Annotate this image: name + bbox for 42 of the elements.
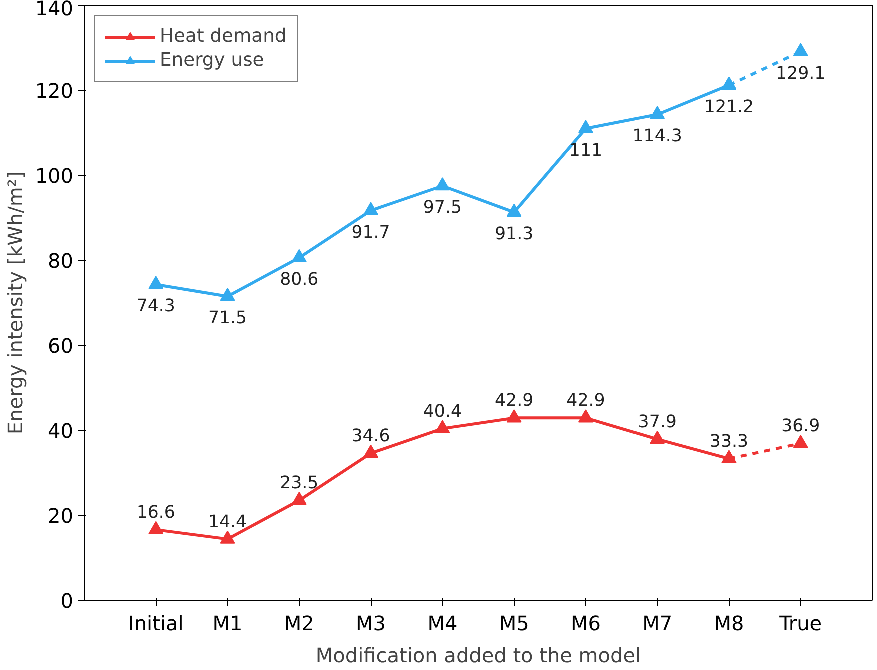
y-tick-label: 20	[48, 504, 74, 528]
data-label: 71.5	[208, 308, 248, 329]
x-tick-label: M6	[570, 612, 601, 636]
y-tick-label: 0	[60, 589, 74, 613]
data-label: 33.3	[710, 432, 749, 452]
data-label: 14.4	[208, 512, 248, 532]
data-label: 111	[569, 140, 602, 161]
data-label: 23.5	[280, 474, 319, 494]
data-label: 40.4	[423, 402, 462, 422]
data-label: 129.1	[776, 64, 826, 84]
data-label: 114.3	[632, 126, 682, 147]
x-tick-label: M7	[642, 612, 673, 636]
x-tick-label: M2	[284, 612, 314, 636]
y-tick-label: 40	[48, 419, 74, 443]
data-label: 16.6	[136, 502, 176, 523]
data-label: 37.9	[638, 412, 677, 432]
y-tick-label: 140	[35, 0, 74, 20]
legend-label: Energy use	[160, 50, 264, 71]
y-tick-label: 80	[48, 249, 74, 273]
y-tick-label: 60	[48, 334, 74, 358]
x-tick-label: M4	[428, 612, 458, 636]
x-tick-label: True	[778, 612, 822, 636]
data-label: 36.9	[782, 416, 820, 437]
data-label: 74.3	[136, 296, 176, 317]
y-tick-label: 120	[35, 79, 74, 103]
x-axis-title: Modification added to the model	[316, 644, 642, 668]
y-tick-label: 100	[35, 164, 74, 188]
data-label: 91.3	[495, 224, 534, 244]
data-label: 34.6	[352, 426, 390, 446]
data-label: 91.7	[352, 222, 390, 243]
data-label: 80.6	[280, 270, 319, 290]
legend-label: Heat demand	[160, 26, 287, 47]
x-tick-label: Initial	[128, 612, 184, 636]
y-axis-title: Energy intensity [kWh/m²]	[3, 171, 28, 435]
x-tick-label: M8	[714, 612, 744, 636]
x-tick-label: M1	[212, 612, 243, 636]
x-tick-label: M3	[356, 612, 386, 636]
data-label: 121.2	[704, 97, 754, 118]
data-label: 42.9	[566, 391, 606, 412]
data-label: 97.5	[423, 198, 462, 218]
x-tick-label: M5	[499, 612, 530, 636]
data-label: 42.9	[495, 391, 534, 412]
